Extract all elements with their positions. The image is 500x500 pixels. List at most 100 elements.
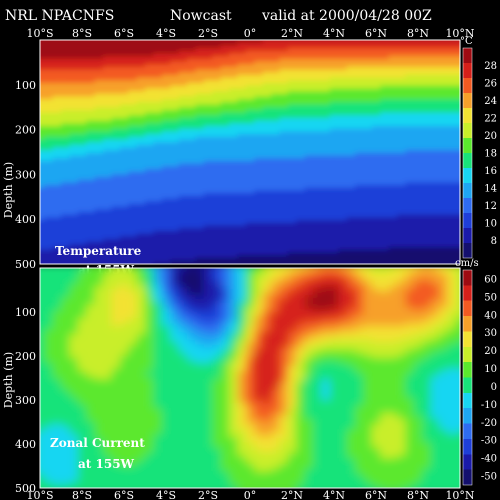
temperature-cell [153, 144, 163, 149]
temperature-cell [40, 144, 45, 149]
temperature-cell [287, 85, 297, 89]
temperature-cell [304, 109, 314, 114]
temperature-cell [119, 209, 129, 213]
temperature-cell [397, 101, 406, 106]
temperature-cell [346, 69, 356, 73]
temperature-cell [380, 83, 390, 87]
temperature-cell [170, 174, 180, 178]
temperature-cell [371, 74, 381, 79]
temperature-cell [254, 80, 264, 84]
temperature-cell [304, 195, 314, 200]
temperature-cell [405, 214, 415, 219]
temperature-cell [237, 158, 247, 162]
temperature-cell [380, 236, 390, 240]
temperature-cell [455, 107, 460, 111]
temperature-cell [321, 198, 331, 202]
temperature-cell [262, 131, 272, 135]
temperature-cell [44, 158, 54, 162]
temperature-cell [40, 193, 45, 197]
temperature-cell [405, 80, 415, 84]
temperature-cell [380, 72, 390, 76]
zonal-current-cell [19, 281, 28, 284]
temperature-cell [245, 88, 255, 92]
temperature-cell [195, 48, 205, 52]
temperature-cell [229, 193, 238, 197]
temperature-cell [229, 257, 238, 262]
temperature-cell [103, 64, 112, 68]
temperature-cell [77, 155, 87, 159]
temperature-cell [203, 236, 213, 240]
temperature-cell [355, 128, 364, 132]
temperature-cell [103, 185, 112, 189]
temperature-cell [187, 203, 196, 208]
temperature-cell [153, 179, 163, 184]
temperature-cell [254, 174, 264, 178]
temperature-cell [430, 195, 440, 200]
temperature-cell [439, 255, 448, 259]
temperature-cell [304, 257, 314, 262]
temperature-cell [355, 193, 364, 197]
temperature-cell [430, 101, 440, 106]
temperature-cell [245, 209, 255, 213]
temperature-cell [313, 69, 322, 73]
temperature-cell [397, 99, 406, 103]
temperature-cell [447, 77, 457, 81]
temperature-cell [388, 139, 398, 143]
temperature-cell [296, 83, 306, 87]
temperature-cell [136, 58, 146, 63]
temperature-cell [413, 214, 423, 219]
temperature-cell [388, 66, 398, 71]
temperature-cell [27, 252, 36, 255]
temperature-cell [313, 201, 322, 205]
temperature-cell [229, 187, 238, 192]
temperature-cell [203, 91, 213, 95]
temperature-cell [313, 136, 322, 141]
temperature-cell [161, 217, 171, 221]
temperature-cell [229, 179, 238, 184]
temperature-cell [431, 35, 440, 38]
temperature-cell [430, 244, 440, 248]
temperature-cell [388, 163, 398, 167]
temperature-cell [187, 80, 196, 84]
temperature-cell [86, 134, 96, 138]
temperature-cell [52, 107, 62, 111]
temperature-cell [355, 93, 364, 98]
temperature-cell [313, 91, 322, 95]
temperature-cell [279, 236, 289, 240]
temperature-cell [119, 206, 129, 210]
temperature-cell [397, 160, 406, 165]
temperature-cell [296, 99, 306, 103]
temperature-cell [371, 206, 381, 210]
temperature-cell [329, 177, 339, 181]
temperature-cell [229, 228, 238, 232]
temperature-cell [422, 50, 432, 55]
temperature-cell [19, 148, 28, 151]
zonal-current-cell [27, 334, 36, 337]
temperature-cell [170, 257, 180, 262]
temperature-cell [447, 233, 457, 237]
temperature-cell [397, 128, 406, 132]
temperature-cell [430, 85, 440, 89]
temperature-cell [388, 123, 398, 127]
temperature-cell [52, 171, 62, 175]
temperature-cell [69, 144, 79, 149]
temperature-cell [371, 139, 381, 143]
temperature-cell [161, 190, 171, 194]
temperature-cell [229, 61, 238, 65]
temperature-cell [413, 166, 423, 170]
temperature-cell [229, 88, 238, 92]
temperature-cell [363, 193, 373, 197]
temperature-cell [380, 69, 390, 73]
temperature-cell [44, 195, 54, 200]
temperature-cell [405, 233, 415, 237]
temperature-cell [44, 233, 54, 237]
temperature-cell [161, 117, 171, 122]
temperature-cell [187, 61, 196, 65]
temperature-cell [119, 217, 129, 221]
temperature-cell [405, 217, 415, 221]
temperature-cell [304, 107, 314, 111]
temperature-cell [136, 50, 146, 55]
temperature-cell [455, 85, 460, 89]
temperature-cell [220, 190, 230, 194]
temperature-cell [203, 260, 213, 264]
